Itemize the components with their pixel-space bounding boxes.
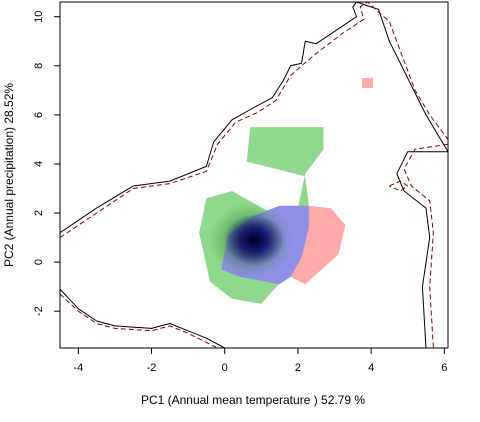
- y-tick-label: 4: [33, 161, 45, 167]
- axes-frame: [59, 1, 449, 349]
- x-tick-label: 0: [222, 362, 228, 374]
- x-tick-label: 6: [441, 362, 447, 374]
- y-tick-label: 6: [33, 112, 45, 118]
- y-tick-label: 10: [33, 11, 45, 23]
- x-tick-label: 2: [295, 362, 301, 374]
- dashed-envelope: [60, 2, 448, 239]
- x-axis-title: PC1 (Annual mean temperature ) 52.79 %: [141, 393, 365, 407]
- solid-envelope-lower: [60, 288, 225, 348]
- x-tick-label: -2: [147, 362, 157, 374]
- dashed-envelope-lower: [60, 293, 218, 348]
- region-red: [290, 205, 346, 285]
- y-tick-label: 8: [33, 63, 45, 69]
- density-core: [224, 214, 284, 267]
- y-tick-label: 0: [33, 259, 45, 265]
- plot-border: [59, 1, 449, 349]
- axes-ticks: -4 -2 0 2 4 6 -2 0 2 4 6 8 10: [33, 11, 447, 374]
- plot-area: [60, 2, 448, 348]
- y-tick-label: -2: [33, 306, 45, 316]
- x-tick-label: 4: [368, 362, 374, 374]
- solid-envelope: [60, 2, 448, 234]
- solid-envelope-right: [396, 151, 448, 348]
- region-red-patch: [362, 78, 373, 88]
- y-tick-label: 2: [33, 210, 45, 216]
- dashed-loop-right: [389, 180, 409, 192]
- y-axis-title: PC2 (Annual precipitation) 28.52%: [2, 83, 16, 267]
- x-tick-label: -4: [73, 362, 83, 374]
